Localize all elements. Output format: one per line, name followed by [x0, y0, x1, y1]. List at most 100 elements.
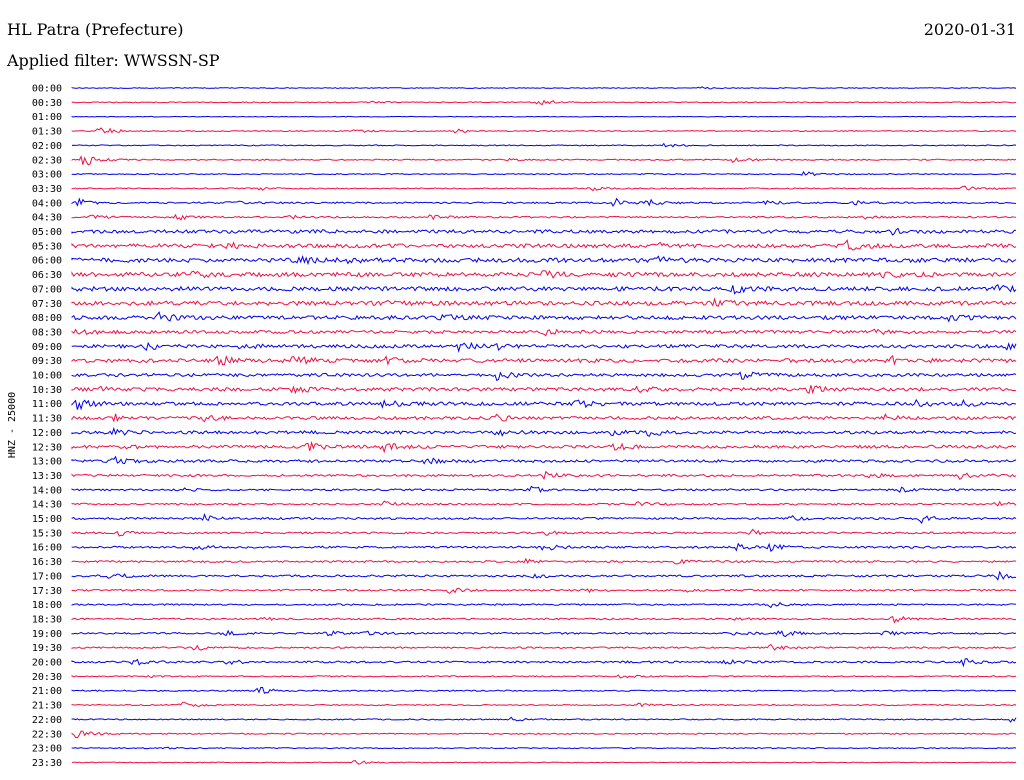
seismic-trace [71, 440, 1017, 454]
seismic-trace [71, 142, 1017, 148]
seismic-trace [71, 127, 1017, 134]
seismic-trace [71, 213, 1017, 221]
seismic-trace [71, 155, 1017, 166]
seismic-trace [71, 615, 1017, 624]
seismic-trace [71, 587, 1017, 594]
seismic-trace [71, 674, 1017, 679]
seismic-trace [71, 716, 1017, 723]
seismic-trace [71, 328, 1017, 337]
seismic-trace [71, 629, 1017, 638]
seismic-trace [71, 730, 1017, 739]
time-label: 10:30 [32, 385, 62, 396]
channel-label: HNZ - 25000 [7, 392, 18, 458]
time-label: 09:00 [32, 342, 62, 353]
seismic-trace [71, 470, 1017, 481]
time-label: 07:00 [32, 284, 62, 295]
time-label: 13:00 [32, 457, 62, 468]
time-label: 15:30 [32, 528, 62, 539]
time-label: 14:30 [32, 500, 62, 511]
time-label: 01:30 [32, 127, 62, 138]
seismic-trace [71, 185, 1017, 192]
time-label: 09:30 [32, 356, 62, 367]
time-label: 03:00 [32, 170, 62, 181]
seismic-trace [71, 385, 1017, 395]
seismic-trace [71, 643, 1017, 651]
time-label: 18:30 [32, 614, 62, 625]
time-label: 16:00 [32, 543, 62, 554]
time-label: 19:30 [32, 643, 62, 654]
time-label: 12:30 [32, 442, 62, 453]
seismic-trace [71, 371, 1017, 382]
seismic-trace [71, 570, 1017, 581]
time-label: 11:00 [32, 399, 62, 410]
time-label: 06:30 [32, 270, 62, 281]
seismic-trace [71, 746, 1017, 750]
time-label: 23:00 [32, 744, 62, 755]
seismic-trace [71, 760, 1017, 765]
time-label: 05:00 [32, 227, 62, 238]
seismic-trace [71, 354, 1017, 367]
time-label: 02:00 [32, 141, 62, 152]
time-label: 05:30 [32, 241, 62, 252]
time-label: 12:00 [32, 428, 62, 439]
seismic-trace [71, 284, 1017, 295]
seismic-trace [71, 227, 1017, 236]
time-label: 21:00 [32, 686, 62, 697]
time-label: 08:00 [32, 313, 62, 324]
time-label: 21:30 [32, 701, 62, 712]
time-label: 10:00 [32, 371, 62, 382]
time-label: 04:30 [32, 213, 62, 224]
seismic-trace [71, 86, 1017, 90]
seismic-trace [71, 99, 1017, 106]
seismic-trace [71, 341, 1017, 353]
seismic-trace [71, 297, 1017, 307]
seismic-trace [71, 701, 1017, 708]
seismic-trace [71, 255, 1017, 266]
time-label: 19:00 [32, 629, 62, 640]
time-label: 08:30 [32, 327, 62, 338]
seismic-trace [71, 500, 1017, 507]
time-label: 00:30 [32, 98, 62, 109]
time-label: 06:00 [32, 256, 62, 267]
time-label: 23:30 [32, 758, 62, 769]
time-label: 18:00 [32, 600, 62, 611]
record-date: 2020-01-31 [923, 20, 1016, 39]
seismic-trace [71, 557, 1017, 565]
seismic-trace [71, 528, 1017, 537]
seismic-trace [71, 115, 1017, 118]
time-label: 11:30 [32, 414, 62, 425]
trace-group: 00:00 00:30 01:00 01:30 02:00 02:30 03:00 03:30… [32, 84, 1017, 769]
time-label: 20:00 [32, 658, 62, 669]
station-title: HL Patra (Prefecture) [7, 20, 184, 39]
seismic-trace [71, 170, 1017, 177]
time-label: 15:00 [32, 514, 62, 525]
time-label: 13:30 [32, 471, 62, 482]
seismic-trace [71, 270, 1017, 279]
seismic-trace [71, 413, 1016, 423]
time-label: 20:30 [32, 672, 62, 683]
seismic-trace [71, 311, 1017, 323]
time-label: 14:00 [32, 485, 62, 496]
time-label: 17:30 [32, 586, 62, 597]
time-label: 00:00 [32, 84, 62, 95]
time-label: 17:00 [32, 571, 62, 582]
seismic-trace [71, 485, 1017, 494]
time-label: 16:30 [32, 557, 62, 568]
seismic-trace [71, 197, 1017, 207]
time-label: 22:30 [32, 729, 62, 740]
time-label: 22:00 [32, 715, 62, 726]
seismic-trace [71, 601, 1017, 609]
seismic-trace [71, 427, 1017, 437]
time-label: 03:30 [32, 184, 62, 195]
seismic-trace [71, 239, 1017, 251]
time-label: 04:00 [32, 198, 62, 209]
filter-label: Applied filter: WWSSN-SP [7, 51, 220, 70]
time-label: 01:00 [32, 112, 62, 123]
time-label: 07:30 [32, 299, 62, 310]
seismic-trace [71, 398, 1017, 411]
seismic-trace [71, 513, 1017, 524]
seismic-trace [71, 658, 1017, 668]
seismic-trace [71, 455, 1017, 465]
seismic-trace [71, 687, 1017, 694]
